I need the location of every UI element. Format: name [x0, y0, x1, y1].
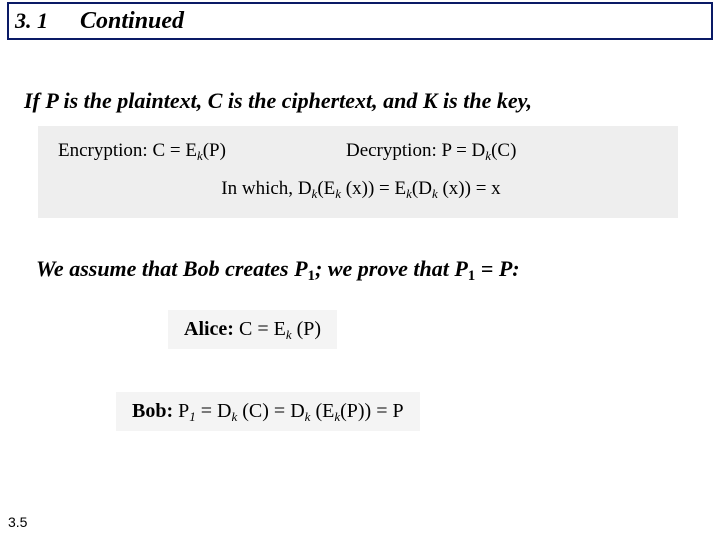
- encryption-formula: Encryption: C = Ek(P): [58, 140, 226, 162]
- formula-row-top: Encryption: C = Ek(P) Decryption: P = Dk…: [58, 140, 664, 162]
- inverse-formula: In which, Dk(Ek (x)) = Ek(Dk (x)) = x: [58, 178, 664, 200]
- assumption-text: We assume that Bob creates P1; we prove …: [36, 256, 520, 282]
- intro-text: If P is the plaintext, C is the cipherte…: [24, 88, 532, 114]
- slide-header: 3. 1 Continued: [7, 2, 713, 40]
- alice-formula: Alice: C = Ek (P): [168, 310, 337, 349]
- formula-box: Encryption: C = Ek(P) Decryption: P = Dk…: [38, 126, 678, 218]
- alice-label: Alice:: [184, 318, 234, 340]
- section-number: 3. 1: [15, 8, 48, 34]
- section-title: Continued: [80, 8, 184, 35]
- bob-label: Bob:: [132, 400, 173, 422]
- decryption-formula: Decryption: P = Dk(C): [346, 140, 516, 162]
- bob-formula: Bob: P1 = Dk (C) = Dk (Ek(P)) = P: [116, 392, 420, 431]
- page-number: 3.5: [8, 514, 27, 530]
